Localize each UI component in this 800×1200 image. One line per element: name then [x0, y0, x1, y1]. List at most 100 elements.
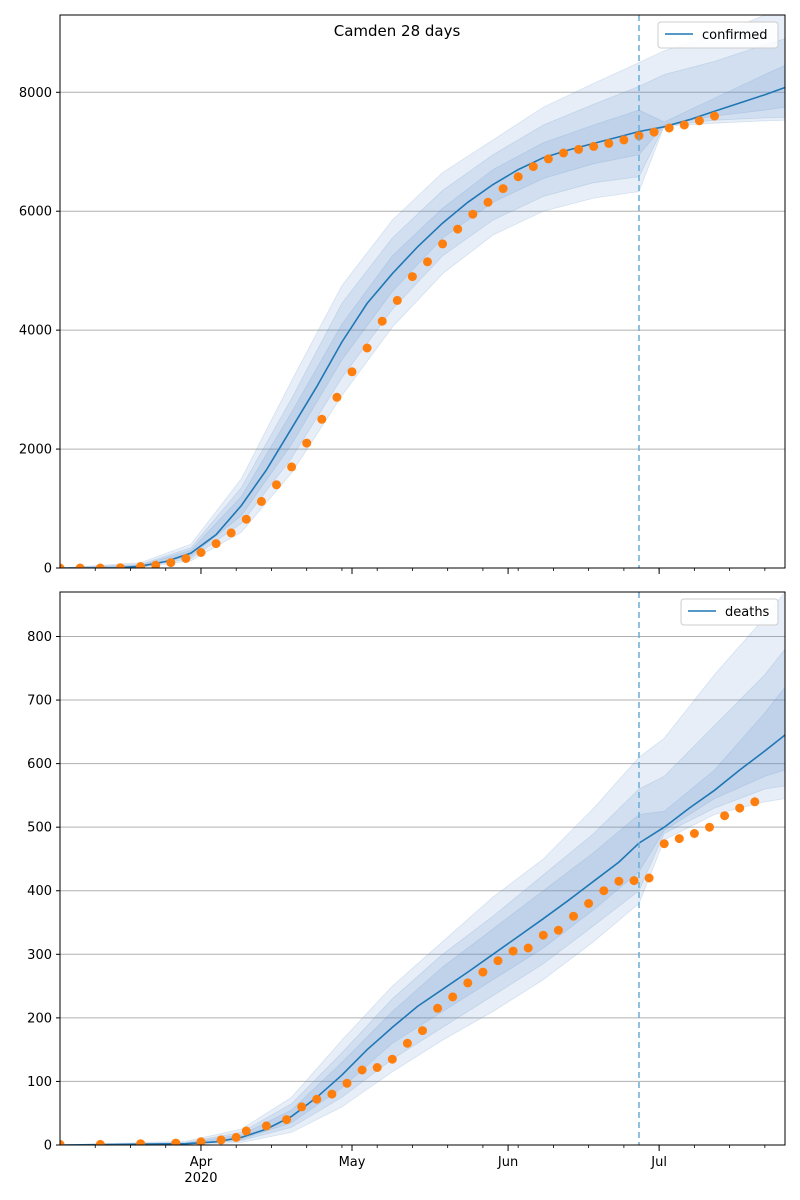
- observed-point: [493, 956, 503, 966]
- observed-point: [75, 563, 85, 568]
- observed-point: [136, 562, 146, 568]
- observed-point: [196, 548, 206, 557]
- observed-point: [604, 138, 614, 148]
- observed-point: [599, 886, 609, 896]
- y-tick-label: 0: [44, 1139, 52, 1154]
- observed-point: [689, 829, 699, 838]
- x-tick-label: Apr: [190, 1155, 213, 1170]
- y-tick-label: 400: [27, 884, 52, 899]
- y-tick-label: 0: [44, 562, 52, 577]
- observed-point: [312, 1094, 322, 1104]
- observed-point: [241, 1126, 251, 1136]
- observed-point: [720, 811, 730, 821]
- observed-point: [513, 172, 523, 182]
- x-tick-label: Jun: [497, 1155, 518, 1170]
- uncertainty-band-middle: [60, 38, 785, 568]
- observed-point: [574, 144, 584, 154]
- observed-point: [136, 1139, 146, 1145]
- observed-point: [710, 111, 719, 121]
- observed-point: [569, 911, 578, 921]
- axes-frame: [59, 14, 786, 569]
- observed-point: [60, 563, 65, 568]
- observed-point: [287, 462, 297, 472]
- y-tick-label: 4000: [19, 324, 52, 339]
- observed-point: [282, 1115, 292, 1125]
- observed-point: [297, 1102, 307, 1112]
- observed-point: [674, 834, 684, 844]
- observed-point: [231, 1132, 241, 1142]
- observed-point: [619, 135, 629, 145]
- observed-point: [523, 943, 533, 953]
- observed-point: [543, 154, 553, 164]
- uncertainty-band-outer: [60, 15, 785, 568]
- axes-frame: [59, 591, 786, 1146]
- observed-point: [750, 797, 760, 807]
- observed-point: [302, 438, 312, 448]
- observed-point: [216, 1135, 226, 1145]
- observed-point: [438, 239, 448, 249]
- x-tick-label: May: [339, 1155, 366, 1170]
- observed-point: [589, 141, 599, 151]
- y-tick-label: 8000: [19, 86, 52, 101]
- model-line: [60, 86, 785, 568]
- legend: confirmed: [657, 21, 779, 49]
- observed-point: [362, 343, 372, 353]
- observed-point: [95, 1139, 105, 1145]
- observed-point: [448, 992, 458, 1002]
- observed-point: [614, 876, 624, 886]
- y-tick-label: 200: [27, 1011, 52, 1026]
- observed-point: [171, 1138, 181, 1145]
- y-tick-label: 600: [27, 757, 52, 772]
- observed-point: [332, 392, 342, 402]
- observed-point: [347, 367, 357, 377]
- observed-point: [538, 930, 548, 940]
- y-tick-label: 700: [27, 694, 52, 709]
- uncertainty-band-inner: [60, 65, 785, 568]
- observed-point: [95, 563, 105, 568]
- observed-point: [241, 514, 251, 524]
- observed-point: [559, 148, 568, 158]
- legend-label: confirmed: [702, 28, 768, 43]
- y-tick-label: 6000: [19, 205, 52, 220]
- observed-point: [151, 560, 161, 568]
- observed-point: [402, 1038, 412, 1048]
- figure-title: Camden 28 days: [334, 22, 461, 40]
- observed-point: [705, 822, 714, 832]
- legend: deaths: [680, 598, 779, 626]
- plot-area: [60, 15, 785, 568]
- observed-point: [256, 496, 266, 506]
- observed-point: [327, 1089, 337, 1099]
- observed-point: [498, 184, 508, 194]
- observed-point: [211, 539, 221, 549]
- observed-point: [342, 1078, 352, 1088]
- observed-point: [60, 1139, 65, 1145]
- confirmed-panel: 0 2000 4000 6000 8000 confirmed: [19, 14, 786, 577]
- observed-point: [196, 1137, 206, 1145]
- observed-point: [694, 116, 704, 126]
- observed-point: [272, 480, 281, 490]
- observed-point: [468, 209, 478, 219]
- observed-point: [483, 197, 493, 207]
- x-tick-sublabel: 2020: [184, 1171, 217, 1186]
- legend-box: [680, 598, 779, 626]
- observed-point: [261, 1121, 271, 1131]
- observed-point: [659, 839, 669, 849]
- plot-area: [60, 592, 785, 1145]
- legend-label: deaths: [725, 605, 770, 620]
- observed-point: [644, 873, 654, 883]
- legend-box: [657, 21, 779, 49]
- observed-point: [528, 162, 538, 172]
- observed-point: [433, 1003, 443, 1013]
- observed-point: [317, 414, 327, 424]
- observed-point: [357, 1065, 367, 1075]
- uncertainty-band-inner: [60, 686, 785, 1145]
- observed-point: [377, 316, 387, 326]
- y-tick-label: 300: [27, 948, 52, 963]
- y-tick-label: 2000: [19, 443, 52, 458]
- observed-point: [372, 1063, 382, 1072]
- observed-point: [423, 257, 432, 267]
- observed-point: [166, 558, 176, 568]
- y-tick-label: 800: [27, 630, 52, 645]
- observed-point: [407, 272, 417, 282]
